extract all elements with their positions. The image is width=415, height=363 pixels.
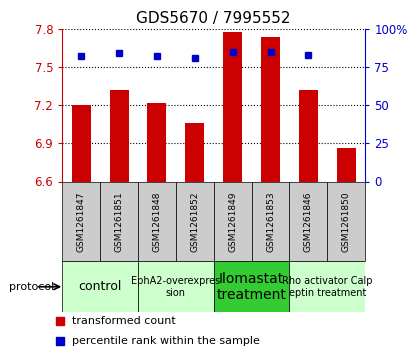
Bar — [261, 37, 280, 182]
Bar — [223, 32, 242, 182]
Text: Rho activator Calp
eptin treatment: Rho activator Calp eptin treatment — [282, 276, 373, 298]
Bar — [290, 182, 327, 261]
Bar — [299, 90, 318, 182]
Bar — [337, 148, 356, 182]
Text: GSM1261849: GSM1261849 — [228, 191, 237, 252]
Text: GSM1261847: GSM1261847 — [77, 191, 85, 252]
Text: percentile rank within the sample: percentile rank within the sample — [71, 336, 259, 346]
Bar — [62, 182, 100, 261]
Bar — [176, 182, 214, 261]
Bar — [147, 103, 166, 182]
Text: GSM1261850: GSM1261850 — [342, 191, 351, 252]
Bar — [290, 261, 365, 312]
Text: GSM1261852: GSM1261852 — [190, 191, 199, 252]
Text: GSM1261851: GSM1261851 — [115, 191, 124, 252]
Bar — [100, 182, 138, 261]
Bar — [327, 182, 365, 261]
Text: Ilomastat
treatment: Ilomastat treatment — [217, 272, 286, 302]
Text: GSM1261848: GSM1261848 — [152, 191, 161, 252]
Text: transformed count: transformed count — [71, 316, 175, 326]
Text: protocol: protocol — [9, 282, 54, 292]
Bar — [138, 261, 214, 312]
Text: EphA2-overexpres
sion: EphA2-overexpres sion — [131, 276, 220, 298]
Bar — [214, 261, 290, 312]
Bar — [110, 90, 129, 182]
Bar — [186, 123, 204, 182]
Bar — [251, 182, 290, 261]
Bar — [72, 105, 90, 182]
Bar — [214, 182, 251, 261]
Bar — [138, 182, 176, 261]
Text: GSM1261853: GSM1261853 — [266, 191, 275, 252]
Text: control: control — [78, 280, 122, 293]
Text: GSM1261846: GSM1261846 — [304, 191, 313, 252]
Title: GDS5670 / 7995552: GDS5670 / 7995552 — [137, 12, 291, 26]
Bar — [62, 261, 138, 312]
